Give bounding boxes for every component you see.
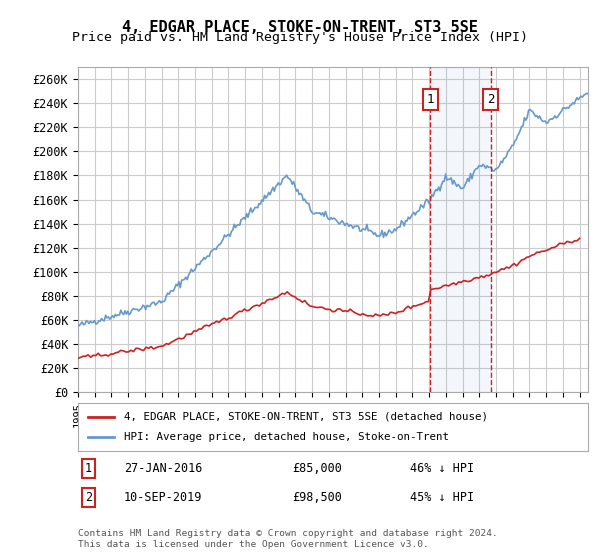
Text: Contains HM Land Registry data © Crown copyright and database right 2024.: Contains HM Land Registry data © Crown c… [78,529,498,538]
Text: £85,000: £85,000 [292,462,342,475]
Text: HPI: Average price, detached house, Stoke-on-Trent: HPI: Average price, detached house, Stok… [124,432,449,442]
Text: 27-JAN-2016: 27-JAN-2016 [124,462,202,475]
Text: 46% ↓ HPI: 46% ↓ HPI [409,462,473,475]
Text: 4, EDGAR PLACE, STOKE-ON-TRENT, ST3 5SE: 4, EDGAR PLACE, STOKE-ON-TRENT, ST3 5SE [122,20,478,35]
Text: 1: 1 [427,93,434,106]
Text: 10-SEP-2019: 10-SEP-2019 [124,491,202,504]
Text: 2: 2 [85,491,92,504]
Text: 45% ↓ HPI: 45% ↓ HPI [409,491,473,504]
Text: £98,500: £98,500 [292,491,342,504]
Text: 1: 1 [85,462,92,475]
Text: Price paid vs. HM Land Registry's House Price Index (HPI): Price paid vs. HM Land Registry's House … [72,31,528,44]
Bar [430,67,491,392]
Text: 2: 2 [487,93,494,106]
Text: 4, EDGAR PLACE, STOKE-ON-TRENT, ST3 5SE (detached house): 4, EDGAR PLACE, STOKE-ON-TRENT, ST3 5SE … [124,412,488,422]
Text: This data is licensed under the Open Government Licence v3.0.: This data is licensed under the Open Gov… [78,540,429,549]
